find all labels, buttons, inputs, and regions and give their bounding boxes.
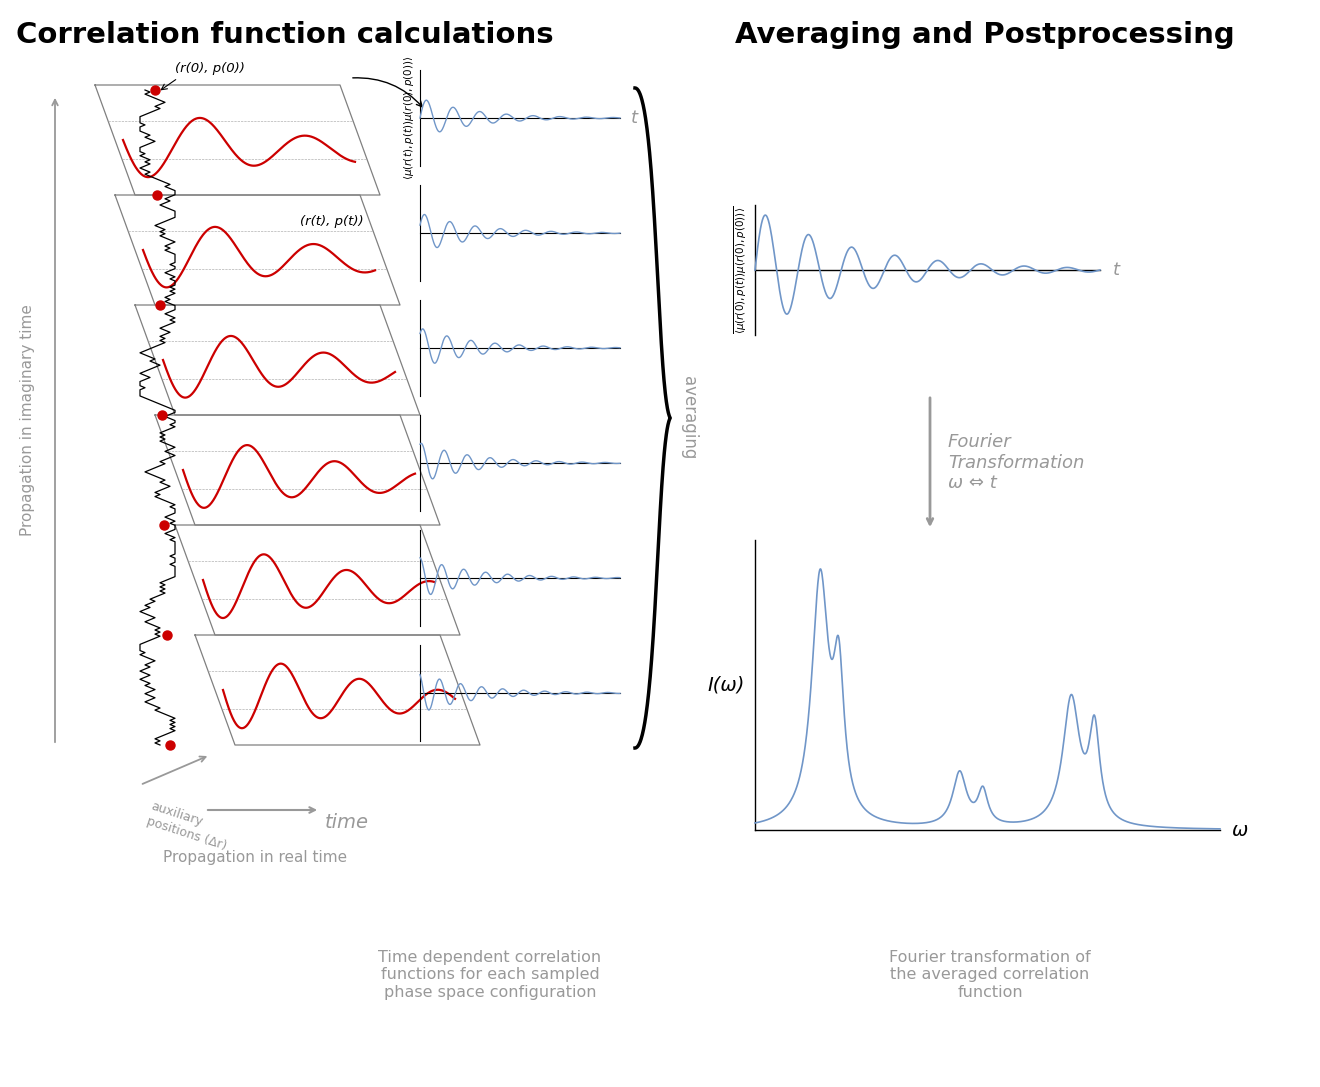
Text: auxiliary
positions (Δr): auxiliary positions (Δr) bbox=[145, 800, 232, 852]
Text: $t$: $t$ bbox=[1111, 261, 1122, 279]
Text: time: time bbox=[325, 813, 370, 832]
Text: Correlation function calculations: Correlation function calculations bbox=[16, 21, 554, 49]
Text: Fourier transformation of
the averaged correlation
function: Fourier transformation of the averaged c… bbox=[890, 950, 1090, 1000]
Text: (r(t), p(t)): (r(t), p(t)) bbox=[300, 215, 363, 228]
Text: Time dependent correlation
functions for each sampled
phase space configuration: Time dependent correlation functions for… bbox=[379, 950, 602, 1000]
Text: averaging: averaging bbox=[680, 376, 698, 460]
Text: $\langle\mu(r(t),p(t))\mu(r(0),p(0))\rangle$: $\langle\mu(r(t),p(t))\mu(r(0),p(0))\ran… bbox=[403, 55, 416, 180]
Text: I(ω): I(ω) bbox=[708, 675, 744, 695]
Text: $\overline{\langle\mu(r(0),p(t))\mu(r(0),p(0))\rangle}$: $\overline{\langle\mu(r(0),p(t))\mu(r(0)… bbox=[733, 205, 748, 334]
Text: Fourier
Transformation
ω ⇔ t: Fourier Transformation ω ⇔ t bbox=[948, 433, 1084, 492]
Text: Propagation in real time: Propagation in real time bbox=[162, 850, 347, 865]
Text: $t$: $t$ bbox=[630, 109, 640, 127]
Text: Averaging and Postprocessing: Averaging and Postprocessing bbox=[735, 21, 1236, 49]
Text: (r(0), p(0)): (r(0), p(0)) bbox=[176, 62, 246, 75]
Text: ω: ω bbox=[1232, 821, 1249, 839]
Text: Propagation in imaginary time: Propagation in imaginary time bbox=[21, 304, 36, 536]
